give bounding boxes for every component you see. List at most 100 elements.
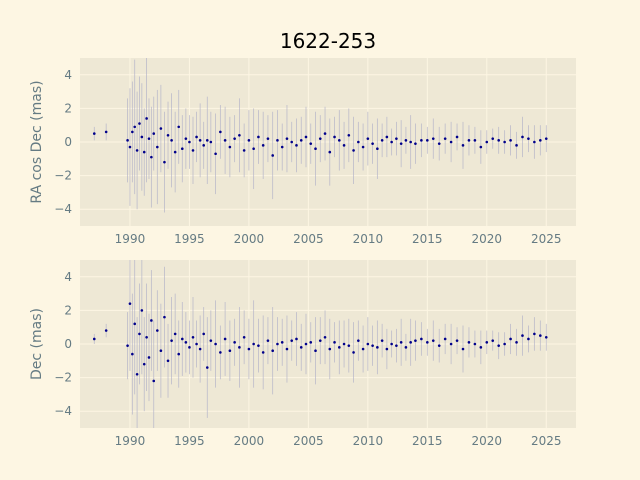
data-point [309,341,313,344]
data-point [521,135,524,139]
data-point [173,332,177,336]
data-point [395,344,398,347]
data-point [395,137,398,140]
data-point [131,352,134,356]
data-point [209,140,213,144]
x-tick-label: 2005 [293,232,324,246]
data-point [219,351,222,354]
data-point [188,140,191,144]
data-point [333,341,336,344]
data-point [202,144,206,147]
data-point [180,147,184,151]
data-point [290,140,294,144]
data-point [271,154,274,157]
data-point [170,139,173,142]
data-point [318,339,322,342]
data-point [380,339,384,342]
data-point [333,135,336,139]
y-tick-label: −2 [54,371,72,385]
data-point [126,139,129,142]
data-point [347,344,351,347]
x-tick-label: 2010 [353,232,384,246]
data-point [443,137,447,140]
data-point [473,139,477,142]
data-point [202,332,206,336]
data-point [361,145,365,149]
data-point [304,342,308,346]
data-point [159,349,163,353]
data-point [228,145,232,149]
data-point [390,140,393,144]
data-point [426,139,429,142]
data-point [485,140,489,144]
data-point [145,117,148,120]
data-point [404,346,408,349]
y-tick-label: −2 [54,169,72,183]
data-point [497,344,500,347]
data-point [515,341,518,344]
data-point [431,339,435,342]
data-point [214,342,217,346]
chart-title: 1622-253 [280,29,376,53]
data-point [357,140,360,144]
data-point [280,145,284,149]
data-point [156,329,159,332]
data-point [509,337,512,341]
y-tick-label: 4 [64,68,72,82]
data-point [509,139,512,142]
data-point [521,334,524,337]
data-point [177,352,181,356]
data-point [173,150,177,154]
data-point [142,150,146,154]
data-point [170,339,173,342]
data-point [150,155,153,159]
y-tick-label: −4 [54,404,72,418]
data-point [399,142,403,145]
data-point [544,137,548,140]
data-point [314,349,317,353]
data-point [314,147,317,151]
data-point [242,149,246,152]
data-point [437,344,441,347]
data-point [261,144,265,147]
data-point [198,347,202,351]
data-point [323,335,327,339]
data-point [376,147,379,151]
data-point [152,379,156,383]
data-point [399,341,403,344]
data-point [366,137,370,140]
data-point [214,152,217,156]
data-point [147,356,151,359]
data-point [191,149,195,152]
data-point [198,139,202,142]
data-point [539,139,542,142]
data-point [135,149,139,152]
data-point [328,347,332,351]
data-point [126,344,129,347]
data-point [461,144,465,147]
data-point [449,140,453,144]
data-point [142,362,146,366]
data-point [455,135,459,139]
data-point [276,139,279,142]
data-point [252,147,255,151]
data-point [133,322,137,326]
data-point [371,142,374,145]
bottom-panel: 1990 1995 2000 2005 2010 2015 2020 2025−4−2024 … [29,260,576,448]
data-point [271,349,274,353]
data-point [209,339,213,342]
data-point [366,342,370,346]
data-point [104,130,108,134]
data-point [184,341,188,344]
top-tick-labels: 1990 1995 2000 2005 2010 2015 2020 2025 −4 −2 0 2 4 [54,68,561,246]
data-point [280,341,284,344]
data-point [156,145,159,149]
data-point [140,309,144,312]
data-point [166,133,170,137]
data-point [461,347,465,351]
data-point [376,346,379,349]
data-point [131,130,134,134]
data-point [159,127,163,130]
data-point [304,135,308,139]
data-point [467,139,471,142]
